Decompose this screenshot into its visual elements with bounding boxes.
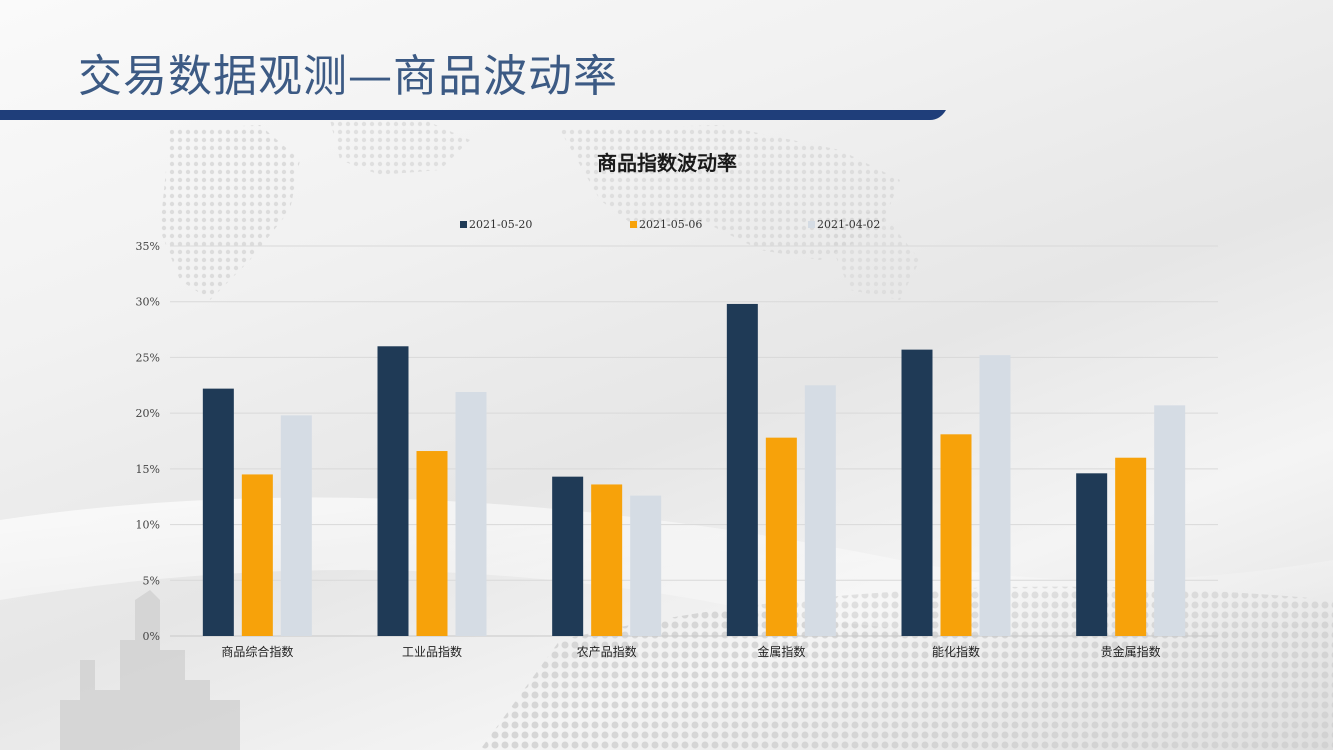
y-axis: 0% 5% 10% 15% 20% 25% 30% 35% <box>136 240 160 643</box>
bar <box>591 484 623 636</box>
legend-swatch <box>808 221 815 228</box>
y-tick-label: 25% <box>136 351 160 364</box>
bar-series-group <box>202 303 1186 636</box>
bar <box>280 415 312 636</box>
chart-gridlines <box>170 245 1218 637</box>
x-axis: 商品综合指数 工业品指数 农产品指数 金属指数 能化指数 贵金属指数 <box>221 644 1160 659</box>
bar <box>804 385 836 636</box>
legend-label: 2021-05-20 <box>469 218 532 231</box>
x-category-label: 贵金属指数 <box>1101 644 1161 659</box>
bar <box>377 346 409 636</box>
y-tick-label: 20% <box>136 407 160 420</box>
legend-label: 2021-04-02 <box>817 218 880 231</box>
bar <box>241 474 273 636</box>
chart-title: 商品指数波动率 <box>597 151 737 175</box>
y-tick-label: 35% <box>136 240 160 253</box>
y-tick-label: 0% <box>143 630 160 643</box>
slide-title: 交易数据观测—商品波动率 <box>78 51 618 102</box>
chart-legend: 2021-05-20 2021-05-06 2021-04-02 <box>460 218 880 231</box>
bar <box>901 349 933 636</box>
bar <box>416 451 448 636</box>
bar <box>552 476 584 636</box>
x-category-label: 能化指数 <box>932 644 980 659</box>
legend-label: 2021-05-06 <box>639 218 702 231</box>
bar <box>630 495 662 636</box>
x-category-label: 工业品指数 <box>402 644 462 659</box>
bar <box>1115 457 1147 636</box>
y-tick-label: 30% <box>136 296 160 309</box>
x-category-label: 金属指数 <box>757 644 805 659</box>
x-category-label: 商品综合指数 <box>221 644 293 659</box>
bar <box>979 355 1011 636</box>
x-category-label: 农产品指数 <box>577 644 637 659</box>
legend-swatch <box>630 221 637 228</box>
legend-swatch <box>460 221 467 228</box>
bar <box>765 437 797 636</box>
y-tick-label: 15% <box>136 463 160 476</box>
bar <box>1154 405 1186 636</box>
bar <box>202 388 234 636</box>
y-tick-label: 10% <box>136 519 160 532</box>
bar <box>726 303 758 636</box>
bar <box>940 434 972 636</box>
title-underline-bar <box>0 110 946 120</box>
y-tick-label: 5% <box>143 574 160 587</box>
bar <box>1076 473 1108 636</box>
bar <box>455 391 487 636</box>
